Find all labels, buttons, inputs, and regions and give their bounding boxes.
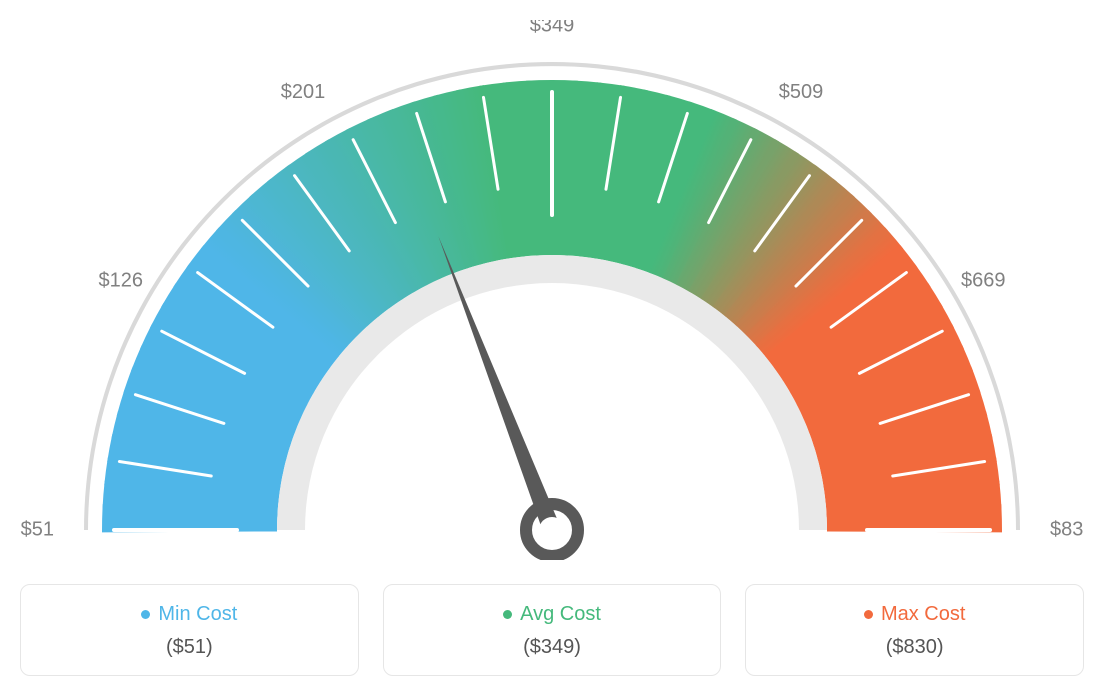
svg-text:$51: $51 [21,518,54,540]
svg-text:$509: $509 [779,81,824,103]
legend-label-min: Min Cost [158,603,237,626]
legend-card-min: Min Cost ($51) [20,584,359,676]
legend-title-min: Min Cost [141,603,237,626]
svg-text:$349: $349 [530,20,575,36]
legend-card-max: Max Cost ($830) [745,584,1084,676]
legend-dot-min [141,610,150,619]
legend-title-avg: Avg Cost [503,603,601,626]
legend-label-avg: Avg Cost [520,603,601,626]
legend-dot-max [864,610,873,619]
legend-title-max: Max Cost [864,603,965,626]
svg-text:$126: $126 [98,269,143,291]
legend-value-avg: ($349) [384,636,721,659]
svg-text:$201: $201 [281,81,326,103]
legend-value-max: ($830) [746,636,1083,659]
svg-text:$669: $669 [961,269,1006,291]
legend-label-max: Max Cost [881,603,965,626]
legend-card-avg: Avg Cost ($349) [383,584,722,676]
legend-value-min: ($51) [21,636,358,659]
gauge-chart: $51 $126 $201 $349 $509 $669 $830 [20,20,1084,560]
legend-dot-avg [503,610,512,619]
svg-text:$830: $830 [1050,518,1084,540]
gauge-svg: $51 $126 $201 $349 $509 $669 $830 [20,20,1084,560]
legend-row: Min Cost ($51) Avg Cost ($349) Max Cost … [20,584,1084,676]
